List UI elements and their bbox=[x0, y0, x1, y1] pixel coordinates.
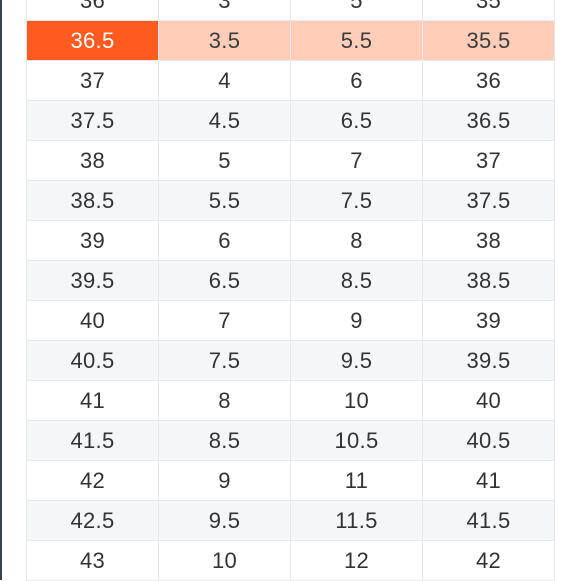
table-cell: 35 bbox=[422, 0, 555, 21]
table-cell: 38.5 bbox=[422, 260, 555, 301]
table-row[interactable]: 38.5 5.5 7.5 37.5 bbox=[26, 180, 555, 221]
table-cell: 40 bbox=[422, 380, 555, 421]
table-cell: 36 bbox=[422, 60, 555, 101]
table-row[interactable]: 41.5 8.5 10.5 40.5 bbox=[26, 420, 555, 461]
table-cell: 8 bbox=[158, 380, 291, 421]
table-cell: 8.5 bbox=[290, 260, 423, 301]
table-cell: 37.5 bbox=[26, 100, 159, 141]
size-chart: 36 3 5 35 36.5 3.5 5.5 35.5 37 4 6 36 37.5 4.5 6.5 36.5… bbox=[26, 0, 555, 581]
table-row[interactable]: 41 8 10 40 bbox=[26, 380, 555, 421]
table-cell: 6 bbox=[290, 60, 423, 101]
table-cell: 6.5 bbox=[290, 100, 423, 141]
table-cell: 7 bbox=[290, 140, 423, 181]
table-cell: 39 bbox=[422, 300, 555, 341]
table-cell: 38 bbox=[26, 140, 159, 181]
table-cell: 4 bbox=[158, 60, 291, 101]
window-edge bbox=[0, 0, 2, 580]
table-cell: 9.5 bbox=[158, 500, 291, 541]
table-row[interactable]: 42 9 11 41 bbox=[26, 460, 555, 501]
table-cell: 40.5 bbox=[422, 420, 555, 461]
table-cell: 6 bbox=[158, 220, 291, 261]
table-row[interactable]: 40.5 7.5 9.5 39.5 bbox=[26, 340, 555, 381]
table-cell: 39.5 bbox=[26, 260, 159, 301]
table-row[interactable]: 42.5 9.5 11.5 41.5 bbox=[26, 500, 555, 541]
table-cell: 8 bbox=[290, 220, 423, 261]
table-cell: 7 bbox=[158, 300, 291, 341]
table-cell: 8.5 bbox=[158, 420, 291, 461]
table-cell: 35.5 bbox=[422, 20, 555, 61]
table-row[interactable]: 38 5 7 37 bbox=[26, 140, 555, 181]
table-cell: 41.5 bbox=[26, 420, 159, 461]
table-cell: 9.5 bbox=[290, 340, 423, 381]
table-cell: 41 bbox=[26, 380, 159, 421]
table-cell: 43 bbox=[26, 540, 159, 581]
table-cell: 36.5 bbox=[26, 20, 159, 61]
table-row[interactable]: 39.5 6.5 8.5 38.5 bbox=[26, 260, 555, 301]
table-cell: 12 bbox=[290, 540, 423, 581]
table-cell: 6.5 bbox=[158, 260, 291, 301]
table-cell: 36.5 bbox=[422, 100, 555, 141]
table-cell: 3.5 bbox=[158, 20, 291, 61]
table-cell: 9 bbox=[158, 460, 291, 501]
table-cell: 10 bbox=[158, 540, 291, 581]
table-cell: 10.5 bbox=[290, 420, 423, 461]
table-cell: 3 bbox=[158, 0, 291, 21]
table-cell: 41.5 bbox=[422, 500, 555, 541]
table-cell: 11 bbox=[290, 460, 423, 501]
table-cell: 42 bbox=[422, 540, 555, 581]
table-row[interactable]: 40 7 9 39 bbox=[26, 300, 555, 341]
table-cell: 7.5 bbox=[290, 180, 423, 221]
table-cell: 37 bbox=[26, 60, 159, 101]
table-cell: 5 bbox=[290, 0, 423, 21]
table-row[interactable]: 39 6 8 38 bbox=[26, 220, 555, 261]
table-cell: 5.5 bbox=[158, 180, 291, 221]
table-row[interactable]: 37.5 4.5 6.5 36.5 bbox=[26, 100, 555, 141]
table-cell: 36 bbox=[26, 0, 159, 21]
table-row[interactable]: 36 3 5 35 bbox=[26, 0, 555, 21]
table-cell: 5 bbox=[158, 140, 291, 181]
table-cell: 37 bbox=[422, 140, 555, 181]
size-table-body: 36 3 5 35 36.5 3.5 5.5 35.5 37 4 6 36 37.5 4.5 6.5 36.5… bbox=[26, 0, 555, 581]
table-row[interactable]: 37 4 6 36 bbox=[26, 60, 555, 101]
table-cell: 5.5 bbox=[290, 20, 423, 61]
table-cell: 42 bbox=[26, 460, 159, 501]
table-cell: 42.5 bbox=[26, 500, 159, 541]
table-cell: 40.5 bbox=[26, 340, 159, 381]
table-cell: 38.5 bbox=[26, 180, 159, 221]
table-cell: 39.5 bbox=[422, 340, 555, 381]
table-cell: 7.5 bbox=[158, 340, 291, 381]
table-cell: 39 bbox=[26, 220, 159, 261]
table-row-selected[interactable]: 36.5 3.5 5.5 35.5 bbox=[26, 20, 555, 61]
table-cell: 9 bbox=[290, 300, 423, 341]
table-cell: 4.5 bbox=[158, 100, 291, 141]
table-cell: 41 bbox=[422, 460, 555, 501]
table-cell: 38 bbox=[422, 220, 555, 261]
table-cell: 10 bbox=[290, 380, 423, 421]
table-cell: 37.5 bbox=[422, 180, 555, 221]
table-row[interactable]: 43 10 12 42 bbox=[26, 540, 555, 581]
table-cell: 40 bbox=[26, 300, 159, 341]
size-conversion-table: 36 3 5 35 36.5 3.5 5.5 35.5 37 4 6 36 37.5 4.5 6.5 36.5… bbox=[26, 0, 555, 581]
table-cell: 11.5 bbox=[290, 500, 423, 541]
